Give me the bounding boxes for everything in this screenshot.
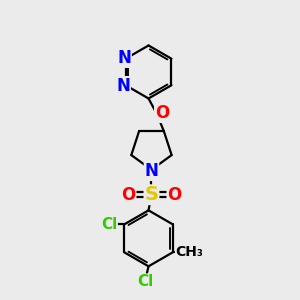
Text: S: S <box>145 185 158 204</box>
Text: CH₃: CH₃ <box>176 245 203 259</box>
Text: N: N <box>116 77 130 95</box>
Text: N: N <box>145 162 158 180</box>
Text: O: O <box>167 186 182 204</box>
Text: Cl: Cl <box>137 274 153 289</box>
Text: N: N <box>117 49 131 67</box>
Text: O: O <box>155 104 169 122</box>
Text: O: O <box>122 186 136 204</box>
Text: Cl: Cl <box>101 217 117 232</box>
Text: O: O <box>155 104 169 122</box>
